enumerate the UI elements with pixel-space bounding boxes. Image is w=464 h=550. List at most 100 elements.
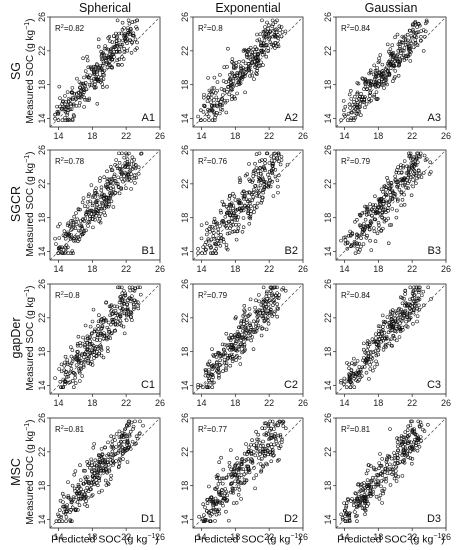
data-point [125,298,130,302]
data-point [365,213,369,217]
data-point [235,71,239,75]
data-point [367,97,371,102]
data-point [246,457,250,461]
data-point [248,63,253,68]
data-point [405,311,410,316]
data-point [284,426,288,431]
y-tick-label: 14 [180,515,190,525]
data-point [229,448,233,452]
data-point [401,164,405,168]
data-point [421,28,426,32]
data-point [349,97,354,101]
data-point [74,222,79,226]
data-point [382,184,386,189]
data-point [255,194,259,198]
data-point [376,329,381,333]
data-point [69,233,73,237]
data-point [399,51,403,56]
data-point [123,446,127,451]
data-point [206,385,211,389]
data-point [242,317,247,322]
data-point [103,334,107,339]
data-point [73,95,78,100]
data-point [273,41,277,45]
data-point [89,494,94,498]
data-point [132,302,136,307]
data-point [216,230,221,235]
data-point [130,155,135,160]
data-point [126,307,130,312]
data-point [78,478,83,482]
data-point [96,319,101,324]
data-point [358,101,362,106]
data-point [116,449,121,453]
data-point [399,203,403,208]
data-point [376,96,380,101]
data-point [258,32,263,36]
data-point [255,68,259,73]
scatter-points [53,285,143,389]
data-point [396,444,400,449]
data-point [243,67,247,72]
data-point [74,104,79,108]
data-point [248,74,252,78]
data-point [131,427,135,431]
data-point [123,170,127,175]
data-point [375,205,380,210]
data-point [356,81,361,86]
data-point [212,241,217,246]
data-point [65,360,70,365]
data-point [65,223,70,227]
data-point [271,449,275,454]
data-point [79,487,83,491]
r2-sup: 2 [204,24,207,30]
data-point [262,180,267,184]
data-point [65,362,70,367]
data-point [61,99,65,103]
data-point [218,107,223,111]
data-point [261,49,265,53]
data-point [207,118,211,122]
data-point [70,117,75,121]
data-point [125,441,130,445]
data-point [221,347,226,352]
data-point [238,342,243,347]
data-point [122,155,126,160]
x-tick-label: 26 [298,398,308,408]
x-tick-label: 22 [121,532,131,542]
data-point [221,499,225,503]
x-tick-label: 18 [87,532,97,542]
data-point [414,181,418,186]
data-point [255,201,260,206]
data-point [254,430,258,434]
data-point [203,519,207,523]
data-point [199,236,204,241]
data-point [374,336,378,340]
data-point [262,318,267,322]
data-point [109,473,113,478]
scatter-points [339,285,433,389]
data-point [276,42,280,46]
data-point [404,324,409,328]
data-point [55,104,59,109]
data-point [348,519,352,523]
one-to-one-line [335,16,447,128]
r2-prefix: R [55,157,61,166]
data-point [416,290,421,295]
data-point [339,118,343,122]
data-point [261,439,265,444]
data-point [134,163,138,167]
data-point [268,419,272,424]
data-point [397,63,402,67]
data-point [70,86,75,90]
y-tick-label: 14 [37,515,47,525]
data-point [273,27,277,32]
data-point [396,63,401,68]
data-point [389,337,393,342]
data-point [275,285,279,290]
data-point [248,297,253,302]
data-point [136,306,141,311]
data-point [249,327,253,332]
data-point [85,98,90,102]
